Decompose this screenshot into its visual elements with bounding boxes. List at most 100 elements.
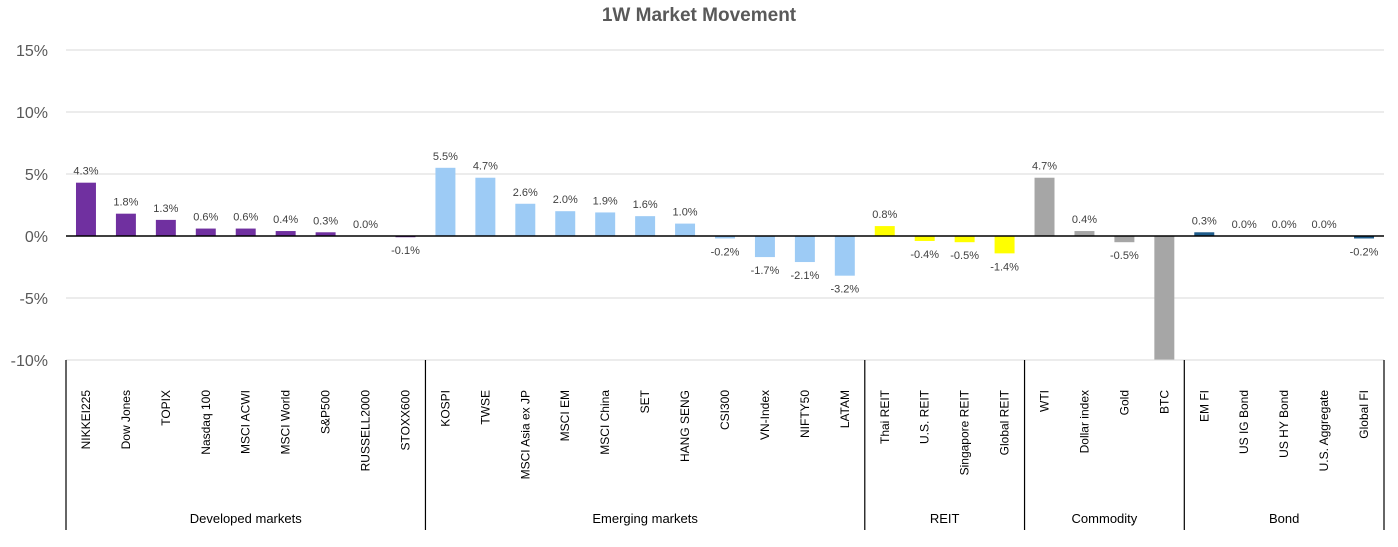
bar — [555, 211, 576, 236]
group-label: REIT — [930, 511, 960, 526]
bar — [1074, 231, 1095, 236]
bar — [435, 167, 456, 236]
data-label: 1.9% — [593, 195, 618, 207]
group-label: Bond — [1269, 511, 1299, 526]
data-label: -0.2% — [711, 246, 740, 258]
x-tick-label: CSI300 — [718, 390, 732, 430]
group-label: Emerging markets — [592, 511, 698, 526]
x-tick-label: WTI — [1038, 390, 1052, 412]
x-tick-label: BTC — [1157, 390, 1171, 414]
data-label: 0.0% — [353, 219, 378, 231]
bar — [195, 228, 216, 236]
data-label: 1.6% — [633, 199, 658, 211]
bars — [75, 167, 1375, 360]
data-label: 4.7% — [473, 161, 498, 173]
bar — [834, 236, 855, 276]
data-label: 5.5% — [433, 151, 458, 163]
y-tick-label: 10% — [16, 105, 48, 122]
data-label: 0.6% — [233, 212, 258, 224]
x-tick-label: Dollar index — [1077, 390, 1091, 453]
bar — [315, 232, 336, 236]
x-tick-label: Gold — [1117, 390, 1131, 415]
x-tick-label: U.S. REIT — [918, 389, 932, 444]
data-label: 0.4% — [273, 214, 298, 226]
x-tick-label: Dow Jones — [119, 390, 133, 449]
x-tick-label: MSCI ACWI — [239, 390, 253, 454]
bar — [1034, 177, 1055, 236]
x-tick-label: EM FI — [1197, 390, 1211, 422]
x-axis — [65, 235, 1385, 530]
data-label: 0.0% — [1272, 219, 1297, 231]
bar — [994, 236, 1015, 254]
bar — [275, 231, 296, 236]
x-axis-group-labels: Developed markets Emerging markets REIT Com… — [190, 511, 1300, 526]
y-tick-label: 15% — [16, 43, 48, 60]
x-tick-label: Nasdaq 100 — [199, 390, 213, 455]
data-label: 1.3% — [153, 203, 178, 215]
data-label: 0.3% — [313, 215, 338, 227]
bar — [155, 219, 176, 236]
x-tick-label: LATAM — [838, 390, 852, 428]
group-label: Developed markets — [190, 511, 302, 526]
bar — [1354, 236, 1375, 239]
x-tick-label: Thai REIT — [878, 389, 892, 444]
x-tick-label: VN-Index — [758, 390, 772, 440]
bar — [1114, 236, 1135, 243]
data-label: 1.8% — [113, 197, 138, 209]
data-label: 0.8% — [872, 209, 897, 221]
bar — [595, 212, 616, 236]
x-tick-label: MSCI World — [279, 390, 293, 454]
x-tick-label: SET — [638, 389, 652, 413]
data-label: -3.2% — [830, 284, 859, 296]
data-labels: 4.3% 1.8% 1.3% 0.6% 0.6% 0.4% 0.3% 0.0% -0.1% 5.5… — [73, 151, 1378, 296]
chart-title: 1W Market Movement — [602, 5, 797, 26]
y-tick-label: 5% — [25, 167, 48, 184]
bar — [235, 228, 256, 236]
x-tick-label: NIFTY50 — [798, 390, 812, 438]
data-label: -0.1% — [391, 245, 420, 257]
data-label: 1.0% — [673, 207, 698, 219]
x-tick-label: U.S. Aggregate — [1317, 390, 1331, 472]
bar — [635, 216, 656, 236]
x-tick-label: MSCI EM — [558, 390, 572, 441]
bar — [1154, 236, 1175, 360]
data-label: 0.0% — [1312, 219, 1337, 231]
x-axis-category-labels: NIKKEI225 Dow Jones TOPIX Nasdaq 100 MSCI AC… — [79, 389, 1371, 479]
bar — [715, 236, 735, 239]
x-tick-label: Global FI — [1357, 390, 1371, 439]
x-tick-label: US IG Bond — [1237, 390, 1251, 454]
data-label: -1.7% — [751, 265, 780, 277]
bar — [794, 236, 815, 263]
bar — [115, 213, 136, 236]
data-label: 2.0% — [553, 194, 578, 206]
data-label: -0.4% — [910, 249, 939, 261]
data-label: -0.2% — [1350, 246, 1379, 258]
data-label: 0.0% — [1232, 219, 1257, 231]
y-tick-label: 0% — [25, 229, 48, 246]
bar — [914, 236, 935, 241]
data-label: -0.5% — [950, 250, 979, 262]
data-label: 0.6% — [193, 212, 218, 224]
data-label: 4.7% — [1032, 161, 1057, 173]
x-tick-label: TOPIX — [159, 390, 173, 426]
bar — [1194, 232, 1215, 236]
x-tick-label: S&P500 — [319, 390, 333, 434]
bar — [475, 177, 496, 236]
x-tick-label: Global REIT — [998, 389, 1012, 455]
x-tick-label: MSCI China — [598, 390, 612, 455]
data-label: 0.3% — [1192, 215, 1217, 227]
data-label: -0.5% — [1110, 250, 1139, 262]
y-tick-label: -5% — [20, 291, 48, 308]
x-tick-label: HANG SENG — [678, 390, 692, 462]
data-label: 4.3% — [73, 166, 98, 178]
bar — [754, 236, 775, 258]
y-tick-label: -10% — [11, 353, 48, 370]
bar — [75, 182, 96, 236]
bar — [874, 226, 895, 236]
x-tick-label: Singapore REIT — [958, 389, 972, 475]
x-tick-label: NIKKEI225 — [79, 390, 93, 450]
bar — [954, 236, 975, 243]
x-tick-label: TWSE — [478, 390, 492, 425]
data-label: 0.4% — [1072, 214, 1097, 226]
